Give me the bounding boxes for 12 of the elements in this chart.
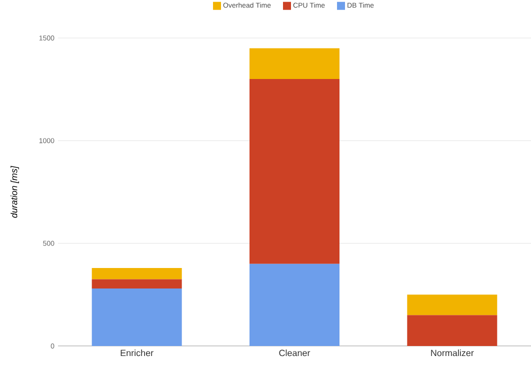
y-axis-title: duration [ms] bbox=[10, 166, 19, 218]
bar bbox=[407, 315, 498, 346]
bar bbox=[250, 264, 340, 346]
bar bbox=[92, 279, 182, 288]
bar bbox=[250, 79, 340, 264]
bar bbox=[92, 268, 182, 280]
bar bbox=[250, 48, 340, 80]
bar bbox=[92, 288, 182, 346]
x-tick-label: Cleaner bbox=[279, 350, 310, 356]
x-tick-label: Normalizer bbox=[431, 350, 474, 356]
x-tick-label: Enricher bbox=[120, 350, 154, 356]
bar bbox=[407, 294, 498, 316]
